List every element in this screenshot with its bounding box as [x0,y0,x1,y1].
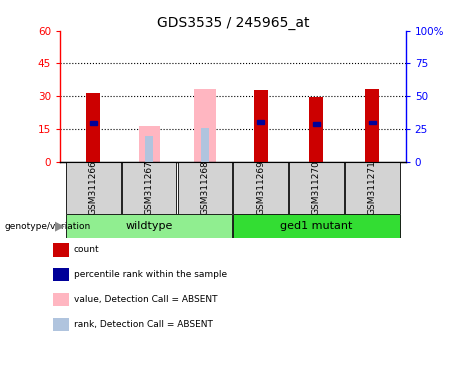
Text: value, Detection Call = ABSENT: value, Detection Call = ABSENT [74,295,217,304]
Bar [313,122,320,126]
Title: GDS3535 / 245965_at: GDS3535 / 245965_at [157,16,309,30]
Bar [254,90,268,162]
Bar [365,89,379,162]
Text: GSM311267: GSM311267 [145,161,154,215]
Text: GSM311270: GSM311270 [312,161,321,215]
Bar [139,126,160,162]
Text: count: count [74,245,100,254]
FancyBboxPatch shape [289,162,344,214]
Bar [86,93,100,162]
Text: GSM311266: GSM311266 [89,161,98,215]
Text: GSM311268: GSM311268 [201,161,209,215]
FancyBboxPatch shape [122,162,177,214]
FancyBboxPatch shape [233,162,288,214]
Text: rank, Detection Call = ABSENT: rank, Detection Call = ABSENT [74,320,213,329]
Bar [90,121,97,125]
FancyBboxPatch shape [66,162,121,214]
Text: ▶: ▶ [55,220,65,233]
Bar [309,98,324,162]
Bar [369,121,376,124]
Text: GSM311271: GSM311271 [368,161,377,215]
FancyBboxPatch shape [177,162,232,214]
Text: ged1 mutant: ged1 mutant [280,221,353,231]
Bar [201,128,209,162]
FancyBboxPatch shape [345,162,400,214]
Text: percentile rank within the sample: percentile rank within the sample [74,270,227,279]
Text: genotype/variation: genotype/variation [5,222,91,231]
Bar [145,136,153,162]
Bar [257,120,264,124]
Text: GSM311269: GSM311269 [256,161,265,215]
FancyBboxPatch shape [233,214,400,238]
Text: wildtype: wildtype [125,221,173,231]
FancyBboxPatch shape [66,214,232,238]
Bar [195,89,216,162]
